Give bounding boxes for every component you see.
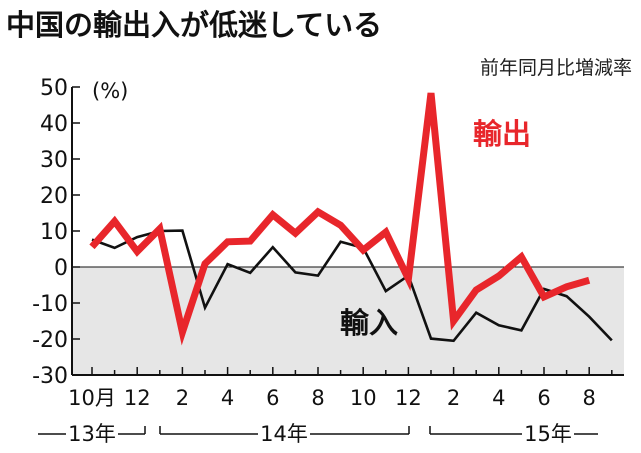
x-tick-label: 12 xyxy=(395,386,422,410)
series-label-imports: 輸入 xyxy=(340,306,398,340)
x-tick-label: 4 xyxy=(221,386,234,410)
y-tick-label: -20 xyxy=(32,328,68,353)
x-axis-ticks: 10月 12 2 4 6 8 10 12 2 4 6 8 xyxy=(68,367,613,410)
x-tick-label: 8 xyxy=(583,386,596,410)
series-label-exports: 輸出 xyxy=(473,117,531,151)
y-axis-ticks: 50 40 30 20 10 0 -10 -20 -30 xyxy=(32,76,80,389)
x-tick-label: 8 xyxy=(311,386,324,410)
y-tick-label: 30 xyxy=(40,148,68,173)
series-line-imports xyxy=(91,229,613,343)
x-tick-label: 12 xyxy=(124,386,151,410)
year-labels: 13年 14年 15年 xyxy=(38,422,598,446)
chart-subtitle: 前年同月比増減率 xyxy=(480,57,632,79)
chart-title: 中国の輸出入が低迷している xyxy=(6,8,382,42)
y-unit-label: (%) xyxy=(92,79,128,103)
x-tick-label: 10月 xyxy=(68,386,116,410)
y-tick-label: 40 xyxy=(40,112,68,137)
x-tick-label: 10 xyxy=(350,386,377,410)
y-tick-label: -30 xyxy=(32,364,68,389)
y-tick-label: 20 xyxy=(40,184,68,209)
x-tick-label: 2 xyxy=(447,386,460,410)
series-line-exports xyxy=(89,92,591,346)
y-tick-label: -10 xyxy=(32,292,68,317)
x-tick-label: 6 xyxy=(266,386,279,410)
year-label: 15年 xyxy=(524,422,572,446)
x-tick-label: 6 xyxy=(537,386,550,410)
x-tick-label: 4 xyxy=(492,386,505,410)
year-label: 14年 xyxy=(260,422,308,446)
axes xyxy=(71,87,624,376)
y-tick-label: 0 xyxy=(54,256,68,281)
y-tick-label: 50 xyxy=(40,76,68,101)
x-tick-label: 2 xyxy=(176,386,189,410)
series-lines xyxy=(89,92,613,346)
y-tick-label: 10 xyxy=(40,220,68,245)
negative-region xyxy=(72,267,624,375)
year-label: 13年 xyxy=(68,422,116,446)
